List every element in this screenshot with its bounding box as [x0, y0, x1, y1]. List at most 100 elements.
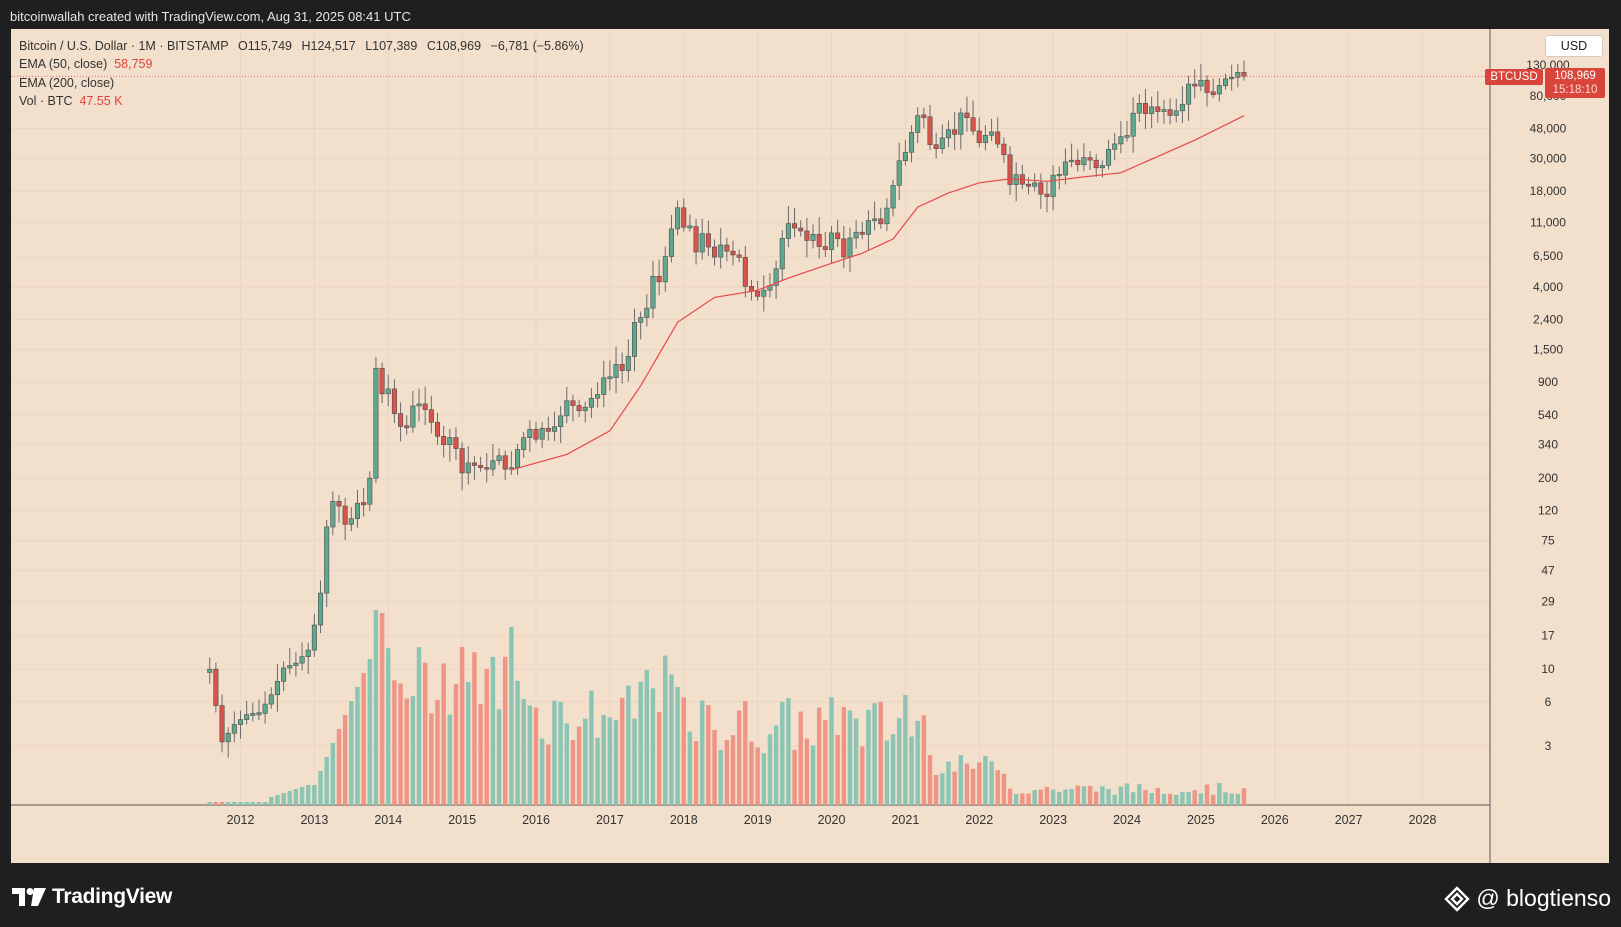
volume-bar [373, 610, 379, 805]
volume-bar [706, 705, 711, 805]
volume-bar [1167, 793, 1173, 805]
volume-bar [736, 710, 742, 805]
candle-body [1216, 85, 1222, 95]
candle-body [576, 405, 582, 412]
volume-bar [250, 802, 256, 805]
y-tick-label: 30,000 [1530, 152, 1567, 166]
volume-bar [225, 802, 231, 805]
tradingview-logo[interactable]: TradingView [12, 885, 172, 909]
candle-body [884, 207, 890, 225]
volume-bar [324, 757, 329, 805]
volume-bar [927, 754, 933, 805]
volume-bar [466, 682, 471, 805]
x-tick-label: 2025 [1187, 813, 1215, 827]
candle-body [1130, 112, 1136, 137]
y-tick-label: 3 [1545, 739, 1552, 753]
legend-low: L107,389 [365, 39, 418, 53]
candle-body [1136, 103, 1142, 114]
volume-bar [552, 700, 557, 805]
candle-body [1032, 182, 1038, 187]
y-tick-label: 48,000 [1530, 122, 1567, 136]
candle-body [638, 317, 644, 323]
candle-body [1124, 135, 1130, 138]
y-tick-label: 17 [1541, 628, 1555, 642]
volume-bar [539, 738, 545, 805]
volume-bar [866, 709, 871, 805]
candle-body [330, 501, 336, 528]
volume-bar [693, 741, 699, 805]
candle-body [939, 137, 945, 149]
candle-body [318, 592, 324, 626]
volume-bar [1026, 793, 1031, 805]
volume-bar [909, 736, 914, 805]
candle-body [471, 462, 477, 466]
volume-bar [921, 715, 927, 805]
legend-symbol[interactable]: Bitcoin / U.S. Dollar · 1M · BITSTAMP [19, 39, 229, 53]
candle-body [274, 681, 280, 696]
candle-body [607, 376, 613, 379]
currency-button[interactable]: USD [1545, 35, 1603, 57]
candle-body [650, 275, 656, 309]
legend-ema200-row[interactable]: EMA (200, close) [19, 74, 584, 92]
candle-body [927, 116, 933, 145]
volume-bar [890, 734, 896, 805]
x-tick-label: 2024 [1113, 813, 1141, 827]
volume-bar [804, 738, 810, 805]
candle-body [570, 400, 576, 406]
x-tick-label: 2013 [300, 813, 328, 827]
candle-body [1229, 77, 1235, 80]
volume-bar [564, 723, 569, 805]
candle-body [828, 232, 835, 250]
ema-line [511, 115, 1245, 471]
y-tick-label: 18,000 [1530, 184, 1567, 198]
candle-body [361, 502, 367, 506]
candle-body [773, 268, 779, 286]
volume-bar [318, 771, 323, 805]
candle-body [416, 403, 422, 407]
volume-bar [755, 747, 760, 805]
volume-bar [626, 685, 631, 805]
volume-bar [1087, 785, 1093, 805]
volume-bar [453, 684, 459, 805]
volume-bar [730, 735, 736, 805]
volume-bar [262, 802, 268, 805]
volume-bar [940, 773, 945, 805]
x-tick-label: 2026 [1261, 813, 1289, 827]
volume-bar [496, 709, 502, 805]
x-tick-label: 2014 [374, 813, 402, 827]
candle-body [1001, 143, 1007, 156]
candle-body [262, 703, 268, 714]
volume-bar [546, 744, 551, 805]
y-tick-label: 29 [1541, 594, 1555, 608]
candle-body [1173, 110, 1179, 116]
legend-ema50-row[interactable]: EMA (50, close) 58,759 [19, 55, 584, 73]
volume-bar [1038, 789, 1044, 805]
symbol-tag: BTCUSD [1485, 69, 1543, 85]
volume-bar [1057, 791, 1062, 805]
y-tick-label: 75 [1541, 534, 1555, 548]
candle-body [952, 129, 958, 135]
volume-bar [829, 697, 834, 805]
volume-bar [847, 710, 853, 805]
candle-body [736, 254, 742, 258]
volume-bar [312, 785, 317, 805]
candle-body [1241, 72, 1247, 77]
volume-bar [386, 648, 391, 805]
volume-bar [1210, 794, 1216, 805]
volume-bar [946, 761, 951, 805]
price-chart[interactable]: 3 6 10 17 29 47 75 120 200 340 540 900 1,500 2,400 4,0… [11, 29, 1609, 863]
volume-bar [361, 673, 366, 805]
volume-bar [743, 700, 748, 805]
volume-bar [1032, 790, 1037, 805]
candle-body [902, 151, 908, 162]
candle-body [1186, 83, 1192, 105]
candle-body [742, 257, 748, 287]
chart-panel[interactable]: 3 6 10 17 29 47 75 120 200 340 540 900 1,500 2,400 4,0… [11, 29, 1609, 863]
volume-bar [681, 697, 686, 805]
volume-bar [219, 802, 225, 805]
legend-volume-row[interactable]: Vol · BTC 47.55 K [19, 92, 584, 110]
volume-bar [823, 719, 828, 805]
watermark-text: @ blogtienso [1476, 885, 1611, 911]
volume-bar [601, 715, 606, 805]
candle-body [213, 668, 219, 706]
